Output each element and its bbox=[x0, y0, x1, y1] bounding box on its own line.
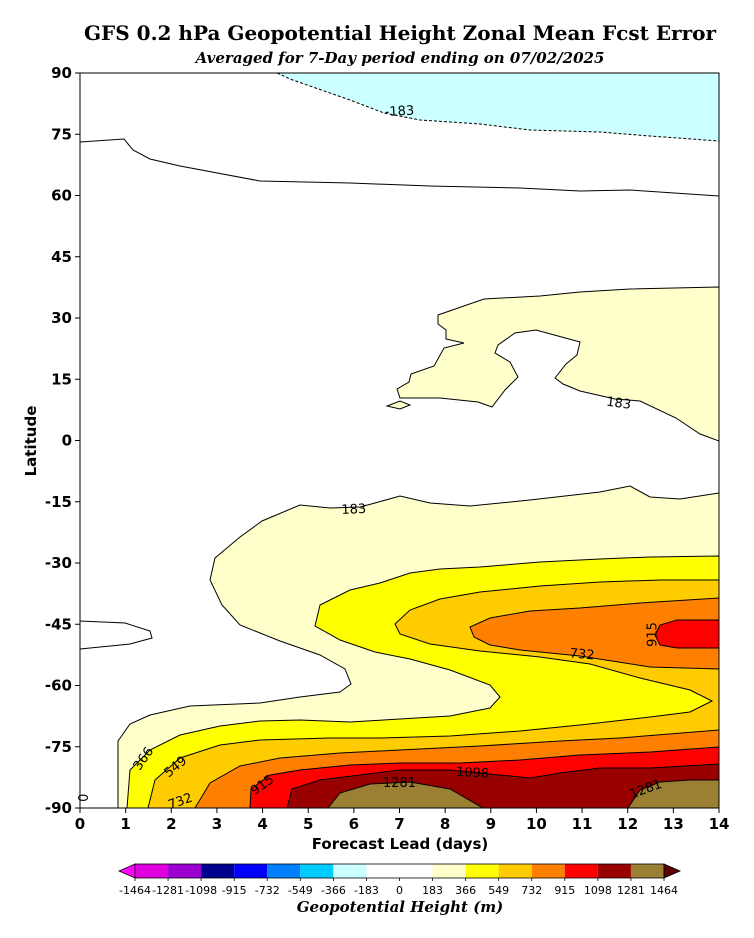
y-tick-label: 45 bbox=[51, 248, 72, 266]
colorbar-segment bbox=[135, 864, 169, 878]
colorbar-tick-label: -366 bbox=[321, 884, 346, 897]
colorbar-segment bbox=[333, 864, 367, 878]
plot-area bbox=[80, 73, 719, 808]
contour-label: 183 bbox=[605, 395, 632, 413]
olive-region-2 bbox=[627, 779, 719, 808]
colorbar-segment bbox=[531, 864, 565, 878]
contour-label: 183 bbox=[341, 502, 367, 518]
x-tick-label: 1 bbox=[120, 815, 130, 833]
colorbar-segment bbox=[366, 864, 400, 878]
y-tick-label: -90 bbox=[45, 799, 72, 817]
colorbar-segment bbox=[597, 864, 631, 878]
x-tick-label: 3 bbox=[212, 815, 222, 833]
x-tick-label: 6 bbox=[349, 815, 359, 833]
colorbar-tick-label: -1098 bbox=[185, 884, 217, 897]
x-tick-label: 2 bbox=[166, 815, 176, 833]
colorbar-segment bbox=[630, 864, 664, 878]
contour-label: -183 bbox=[384, 104, 414, 121]
x-tick-label: 7 bbox=[394, 815, 404, 833]
colorbar-tick-label: 0 bbox=[396, 884, 403, 897]
colorbar-segment bbox=[399, 864, 433, 878]
y-tick-label: -75 bbox=[45, 738, 72, 756]
x-tick-label: 13 bbox=[663, 815, 684, 833]
x-tick-label: 10 bbox=[526, 815, 547, 833]
x-tick-label: 14 bbox=[709, 815, 730, 833]
colorbar-segment bbox=[234, 864, 268, 878]
x-tick-label: 0 bbox=[75, 815, 85, 833]
x-axis-label: Forecast Lead (days) bbox=[312, 835, 488, 853]
colorbar-segment bbox=[564, 864, 598, 878]
colorbar-extend-low bbox=[118, 863, 136, 879]
y-tick-label: 60 bbox=[51, 187, 72, 205]
y-axis-label: Latitude bbox=[22, 406, 40, 477]
colorbar-tick-label: -1281 bbox=[152, 884, 184, 897]
y-tick-label: -15 bbox=[45, 493, 72, 511]
cream-region-tropics bbox=[396, 286, 719, 442]
y-tick-label: 0 bbox=[62, 432, 72, 450]
colorbar-tick-label: 732 bbox=[521, 884, 542, 897]
y-tick-label: -45 bbox=[45, 615, 72, 633]
colorbar-extend-high bbox=[663, 863, 681, 879]
y-tick-label: 30 bbox=[51, 309, 72, 327]
contour-183-west bbox=[80, 620, 153, 650]
y-tick-label: -60 bbox=[45, 677, 72, 695]
colorbar-tick-label: 915 bbox=[554, 884, 575, 897]
y-tick-label: 75 bbox=[51, 125, 72, 143]
x-tick-label: 9 bbox=[486, 815, 496, 833]
neg183-region bbox=[276, 73, 719, 142]
x-axis-ticks: 0 1 2 3 4 5 6 7 8 9 10 11 12 13 14 bbox=[75, 808, 730, 833]
colorbar-segment bbox=[300, 864, 334, 878]
y-tick-label: 90 bbox=[51, 64, 72, 82]
colorbar-tick-label: 549 bbox=[488, 884, 509, 897]
x-tick-label: 11 bbox=[572, 815, 593, 833]
colorbar-tick-label: 183 bbox=[422, 884, 443, 897]
colorbar-tick-label: 366 bbox=[455, 884, 476, 897]
colorbar-segment bbox=[432, 864, 466, 878]
contour-label: 0 bbox=[77, 794, 92, 802]
contour-183-north bbox=[80, 138, 719, 197]
red-core bbox=[654, 619, 719, 649]
colorbar-tick-label: 1464 bbox=[650, 884, 678, 897]
colorbar-tick-label: -549 bbox=[288, 884, 313, 897]
contour-label: 1281 bbox=[383, 776, 416, 791]
colorbar-segment bbox=[168, 864, 202, 878]
colorbar-segment bbox=[498, 864, 532, 878]
cream-island bbox=[385, 400, 412, 410]
colorbar-tick-label: -915 bbox=[222, 884, 247, 897]
y-tick-label: -30 bbox=[45, 554, 72, 572]
colorbar: -1464 -1281 -1098 -915 -732 -549 -366 -183 0 183 3… bbox=[118, 863, 681, 897]
x-tick-label: 4 bbox=[257, 815, 267, 833]
colorbar-tick-label: -1464 bbox=[119, 884, 151, 897]
colorbar-tick-label: -732 bbox=[255, 884, 280, 897]
olive-region-1 bbox=[327, 781, 485, 808]
colorbar-segment bbox=[201, 864, 235, 878]
colorbar-segment bbox=[465, 864, 499, 878]
colorbar-segment bbox=[267, 864, 301, 878]
colorbar-label: Geopotential Height (m) bbox=[297, 898, 504, 916]
chart-title: GFS 0.2 hPa Geopotential Height Zonal Me… bbox=[84, 21, 717, 45]
y-axis-ticks: 90 75 60 45 30 15 0 -15 -30 -45 -60 -75 -90 bbox=[45, 64, 80, 817]
x-tick-label: 5 bbox=[303, 815, 313, 833]
colorbar-tick-label: 1281 bbox=[617, 884, 645, 897]
colorbar-tick-label: -183 bbox=[354, 884, 379, 897]
colorbar-tick-label: 1098 bbox=[584, 884, 612, 897]
x-tick-label: 8 bbox=[440, 815, 450, 833]
chart-subtitle: Averaged for 7-Day period ending on 07/0… bbox=[194, 49, 605, 67]
contour-label: 915 bbox=[645, 622, 660, 647]
y-tick-label: 15 bbox=[51, 370, 72, 388]
x-tick-label: 12 bbox=[617, 815, 638, 833]
contour-label: 732 bbox=[569, 646, 595, 663]
contour-label: 1098 bbox=[456, 765, 490, 782]
